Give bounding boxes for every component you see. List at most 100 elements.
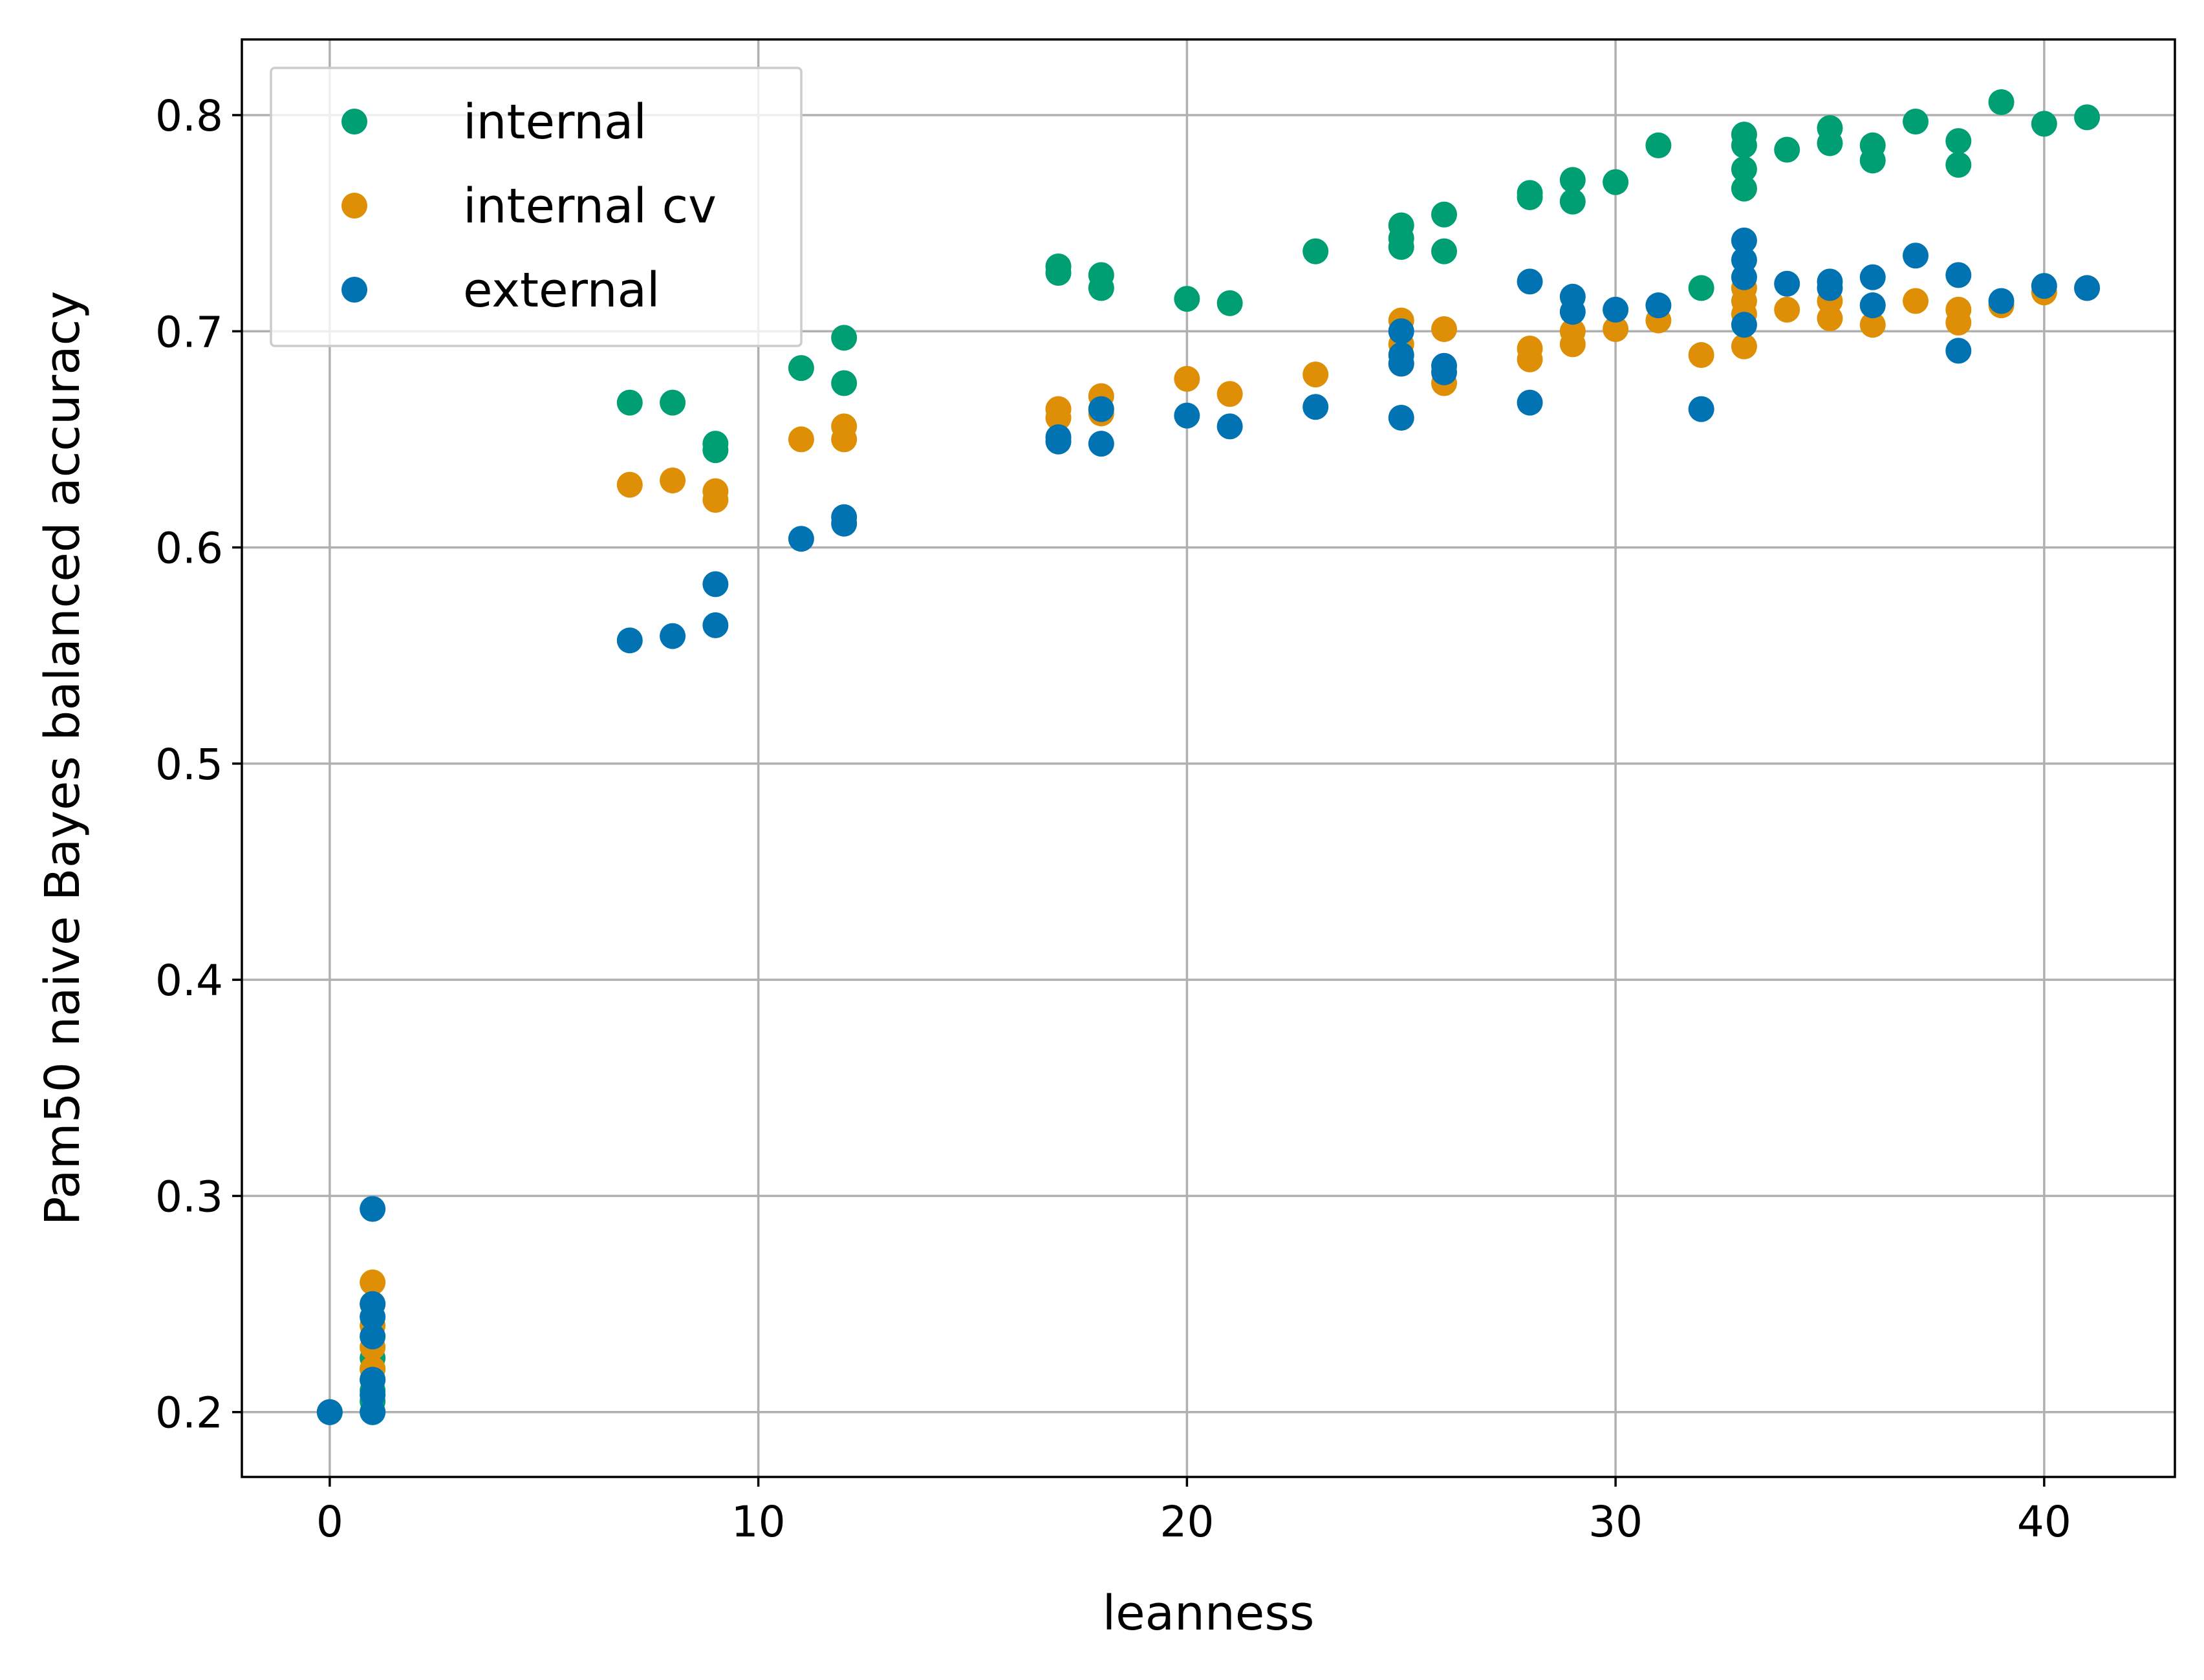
legend-label: internal cv [463, 178, 717, 234]
plot-frame [241, 38, 2176, 1478]
data-point [831, 370, 858, 396]
data-point [1774, 136, 1800, 163]
data-point [360, 1399, 386, 1425]
data-point [360, 1269, 386, 1296]
y-tick-label: 0.2 [155, 1388, 223, 1438]
data-point [1388, 405, 1414, 431]
legend-item: internal [341, 94, 647, 150]
data-point [1731, 264, 1757, 290]
data-point [1045, 428, 1072, 455]
legend-item: internal cv [341, 178, 717, 234]
data-point [1388, 233, 1414, 260]
data-point [1774, 270, 1800, 297]
data-point [1559, 188, 1586, 215]
data-point [360, 1304, 386, 1330]
grid [242, 39, 2175, 1477]
data-point [660, 389, 686, 416]
data-point [2031, 111, 2057, 137]
data-point [660, 623, 686, 649]
data-point [1302, 361, 1329, 388]
legend-box [270, 67, 803, 347]
x-tick-label: 20 [1160, 1497, 1214, 1547]
data-point [1645, 292, 1672, 319]
data-point [1388, 318, 1414, 345]
data-point [616, 627, 643, 654]
data-point [1731, 227, 1757, 253]
data-point [2074, 104, 2101, 131]
data-point [1945, 309, 1972, 336]
data-point [360, 1196, 386, 1222]
data-point [831, 510, 858, 537]
data-point [1559, 299, 1586, 325]
legend-marker [341, 109, 367, 135]
data-point [1431, 316, 1458, 342]
legend-marker [341, 277, 367, 303]
data-point [1174, 365, 1200, 392]
x-tick-label: 10 [731, 1497, 786, 1547]
legend-marker [341, 193, 367, 219]
y-tick-label: 0.3 [155, 1172, 223, 1222]
data-point [1774, 296, 1800, 323]
data-point [1517, 346, 1543, 372]
data-point [660, 467, 686, 493]
data-point [1216, 381, 1243, 407]
data-point [1945, 151, 1972, 178]
data-point [1302, 238, 1329, 264]
data-point [616, 471, 643, 498]
data-point [616, 389, 643, 416]
legend-item: external [341, 263, 660, 318]
data-point [1688, 342, 1714, 369]
x-axis-title: leanness [1103, 1586, 1315, 1641]
data-point [702, 571, 729, 598]
data-point [2031, 273, 2057, 299]
data-point [788, 355, 814, 382]
x-tick-label: 40 [2017, 1497, 2071, 1547]
y-tick-label: 0.6 [155, 524, 223, 574]
axis-ticks: 0 10 20 30 40 0.2 0.3 0.4 0.5 0.6 0.7 0.8 [155, 91, 2071, 1547]
data-point [1903, 242, 1929, 269]
x-tick-label: 0 [316, 1497, 343, 1547]
legend: internal internal cv external [270, 67, 803, 347]
legend-label: external [463, 263, 660, 318]
data-point [1088, 431, 1114, 457]
data-point [702, 612, 729, 638]
y-tick-label: 0.4 [155, 956, 223, 1006]
data-point [702, 437, 729, 464]
y-tick-label: 0.8 [155, 91, 223, 141]
data-point [360, 1323, 386, 1350]
data-point [1731, 175, 1757, 202]
x-tick-label: 30 [1588, 1497, 1643, 1547]
data-point [1174, 402, 1200, 429]
data-point [1988, 288, 2015, 314]
data-point [2074, 275, 2101, 301]
y-tick-label: 0.7 [155, 307, 223, 357]
data-point [831, 426, 858, 453]
data-point [1817, 130, 1843, 156]
data-point [1817, 275, 1843, 301]
data-point [702, 487, 729, 513]
legend-label: internal [463, 94, 647, 150]
data-point [1088, 396, 1114, 422]
data-point [1945, 128, 1972, 155]
data-point [1731, 132, 1757, 158]
data-point [1817, 305, 1843, 332]
data-point [1731, 312, 1757, 338]
data-point [1174, 286, 1200, 312]
data-points [316, 89, 2101, 1425]
data-point [1517, 184, 1543, 211]
data-point [316, 1399, 343, 1425]
data-point [1517, 268, 1543, 295]
data-point [1603, 169, 1629, 195]
data-point [788, 526, 814, 552]
data-point [1603, 296, 1629, 323]
data-point [1859, 264, 1886, 290]
data-point [1859, 312, 1886, 338]
data-point [1559, 331, 1586, 358]
data-point [1945, 338, 1972, 364]
data-point [1945, 262, 1972, 288]
data-point [1216, 290, 1243, 316]
data-point [788, 426, 814, 453]
legend-items: internal internal cv external [341, 94, 717, 318]
y-tick-label: 0.5 [155, 740, 223, 790]
